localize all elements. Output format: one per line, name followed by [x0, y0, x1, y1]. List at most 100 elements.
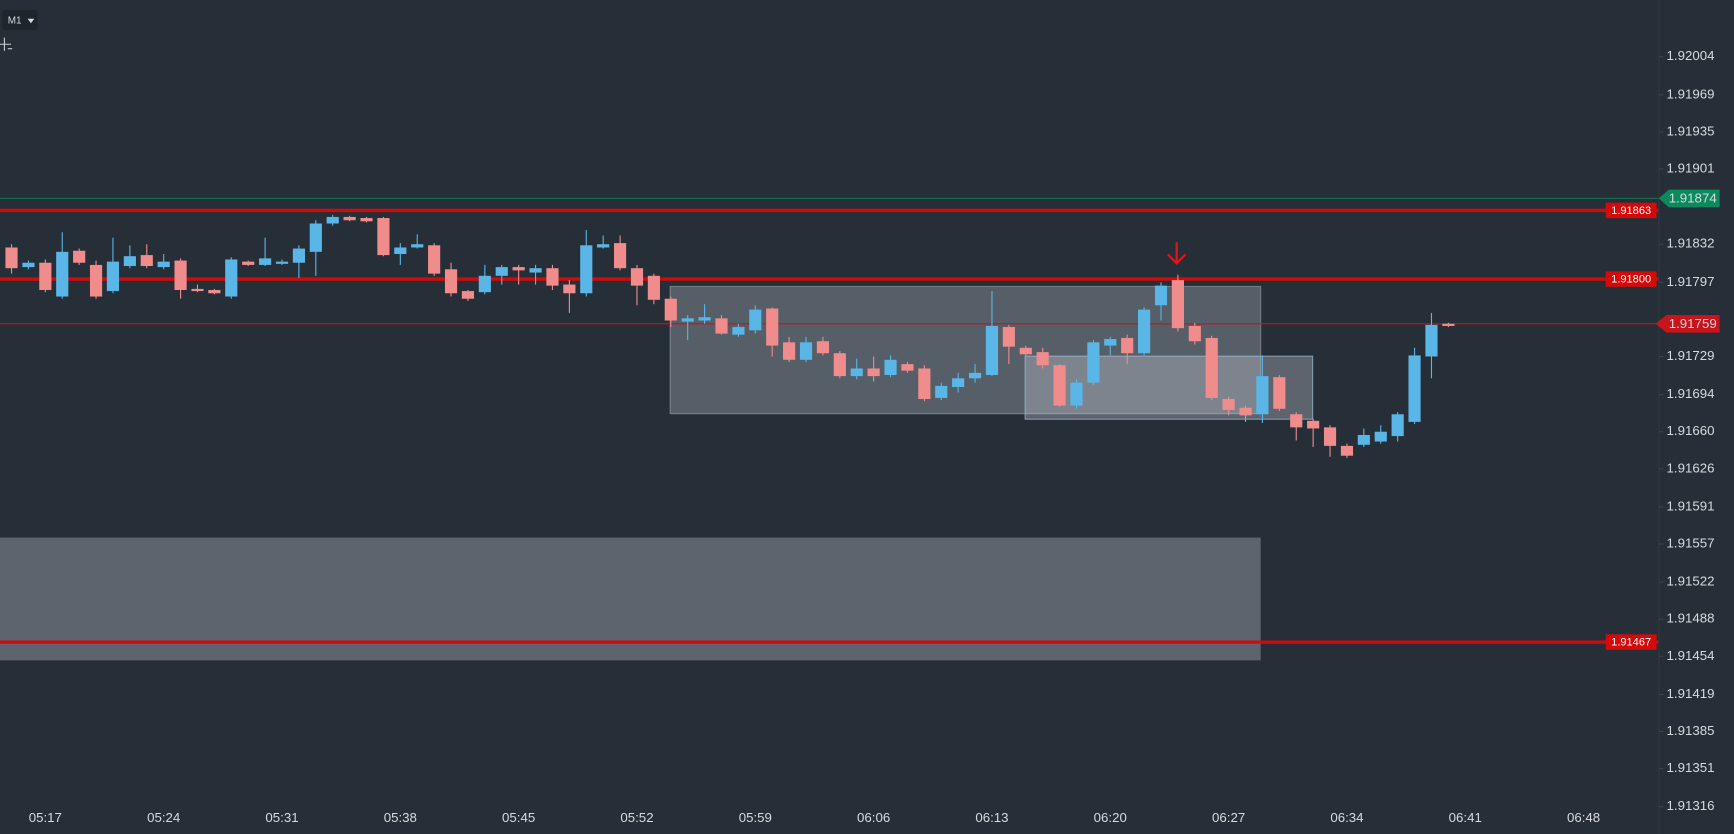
x-tick-label: 06:13 — [975, 810, 1008, 825]
x-tick-label: 05:59 — [739, 810, 772, 825]
candle-body — [901, 364, 914, 371]
candle-body — [343, 216, 356, 221]
candle-body — [732, 327, 745, 335]
y-tick-label: 1.91488 — [1667, 611, 1715, 626]
timeframe-box[interactable] — [2, 9, 38, 30]
candle-body — [833, 353, 846, 377]
candle-body — [394, 247, 407, 255]
y-tick-label: 1.91419 — [1667, 686, 1715, 701]
price-axis: 1.92004 1.91969 1.91935 1.91901 1.91832 1.917… — [1658, 48, 1715, 813]
x-tick-label: 06:34 — [1330, 810, 1363, 825]
candle-body — [1307, 420, 1320, 429]
dropdown-caret[interactable] — [27, 18, 35, 24]
candle-body — [613, 243, 627, 269]
x-tick-label: 05:52 — [620, 810, 653, 825]
price-tags: 1.91863 1.91800 1.91759 1.91467 1.91874 — [1605, 189, 1720, 650]
candle-body — [309, 223, 322, 252]
candle-body — [664, 298, 677, 321]
candle-body — [766, 308, 779, 346]
candle-body — [1205, 337, 1218, 398]
candle-body — [1357, 434, 1370, 445]
zone — [669, 285, 1262, 415]
crosshair-tool[interactable] — [0, 37, 13, 51]
candle-body — [968, 372, 982, 379]
candle-body — [5, 247, 18, 269]
y-tick-label: 1.91969 — [1667, 86, 1715, 101]
candle-body — [563, 284, 576, 294]
candle-body — [698, 317, 711, 321]
timeframe-label[interactable]: M1 — [8, 16, 22, 27]
candle-body — [529, 268, 542, 273]
y-tick-label: 1.91385 — [1667, 723, 1715, 738]
y-tick-label: 1.91901 — [1667, 160, 1715, 175]
candle-body — [157, 261, 170, 268]
y-tick-label: 1.91557 — [1667, 536, 1715, 551]
timeframe-selector[interactable]: M1 — [2, 9, 38, 30]
x-tick-label: 06:06 — [857, 810, 890, 825]
candle-body — [918, 368, 931, 400]
candle-body — [225, 259, 238, 297]
candle-body — [783, 342, 796, 360]
x-tick-label: 05:45 — [502, 810, 535, 825]
candle-body — [56, 251, 69, 297]
candle-body — [428, 245, 441, 274]
candle-body — [816, 341, 830, 354]
current-price-label: 1.91874 — [1669, 190, 1717, 205]
candle-body — [1019, 347, 1032, 355]
y-tick-label: 1.91351 — [1667, 760, 1715, 775]
level-tag — [1605, 202, 1657, 219]
y-tick-label: 1.91729 — [1667, 348, 1715, 363]
candle-body — [580, 245, 593, 294]
candle-body — [1138, 309, 1151, 354]
candle-body — [444, 269, 458, 294]
x-tick-label: 06:48 — [1567, 810, 1600, 825]
candle-body — [597, 244, 610, 248]
candle-body — [1104, 339, 1117, 346]
candle-body — [935, 385, 948, 398]
level-tag — [1605, 271, 1657, 287]
y-tick-label: 1.91454 — [1667, 648, 1715, 663]
candle-body — [1323, 427, 1337, 446]
x-tick-label: 06:20 — [1094, 810, 1127, 825]
y-tick-label: 1.91626 — [1667, 460, 1715, 475]
candle-body — [799, 342, 813, 360]
candle-body — [985, 325, 999, 376]
candle-body — [123, 256, 136, 267]
candle-body — [360, 218, 373, 222]
candle-body — [1273, 377, 1286, 409]
candle-body — [22, 262, 35, 268]
y-tick-label: 1.91935 — [1667, 123, 1715, 138]
candle-body — [1340, 445, 1354, 456]
candle-body — [1408, 355, 1421, 422]
candle-body — [174, 260, 187, 290]
candle-body — [275, 261, 289, 264]
candle-body — [1256, 376, 1269, 415]
current-price-tag — [1658, 189, 1720, 208]
candle-body — [1053, 365, 1066, 406]
candle-body — [647, 275, 660, 300]
x-tick-label: 06:41 — [1449, 810, 1482, 825]
candle-body — [1070, 382, 1083, 406]
candle-body — [326, 216, 339, 224]
y-tick-label: 1.91660 — [1667, 423, 1715, 438]
y-tick-label: 1.91797 — [1667, 274, 1715, 289]
x-tick-label: 05:24 — [147, 810, 180, 825]
zones — [0, 285, 1314, 661]
candle-body — [411, 244, 424, 248]
level-tag — [1605, 634, 1657, 650]
candle-body — [208, 289, 221, 294]
time-axis: 05:17 05:24 05:31 05:38 05:45 05:52 05:59 06:06… — [29, 810, 1600, 825]
candle-body — [1171, 280, 1184, 329]
zone — [0, 537, 1261, 661]
candle-body — [73, 250, 86, 263]
candle-body — [1425, 324, 1438, 357]
level-tag — [1655, 314, 1720, 333]
x-tick-label: 06:27 — [1212, 810, 1245, 825]
signal-arrow — [1167, 242, 1187, 265]
candle-body — [478, 275, 491, 293]
level-tag-label: 1.91863 — [1611, 205, 1651, 217]
candle-body — [191, 288, 204, 292]
